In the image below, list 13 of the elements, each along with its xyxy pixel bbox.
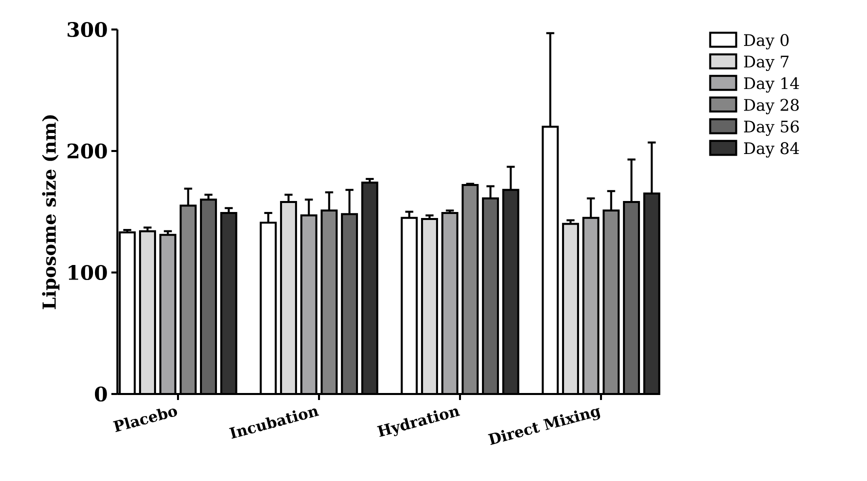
y-tick-label: 300 [68,22,107,38]
x-tick-label: Placebo [112,408,178,432]
legend-label: Day 84 [744,142,800,158]
y-tick-label: 0 [94,386,107,402]
y-axis-title: Liposome size (nm) [42,115,60,310]
legend-label: Day 56 [744,120,799,136]
legend-label: Day 0 [744,34,789,50]
x-tick-label: Direct Mixing [488,408,600,445]
legend-label: Day 28 [744,98,799,114]
legend-label: Day 14 [744,77,800,93]
legend-label: Day 7 [744,56,789,71]
y-tick-label: 200 [68,143,107,159]
y-tick-label: 100 [68,264,107,280]
